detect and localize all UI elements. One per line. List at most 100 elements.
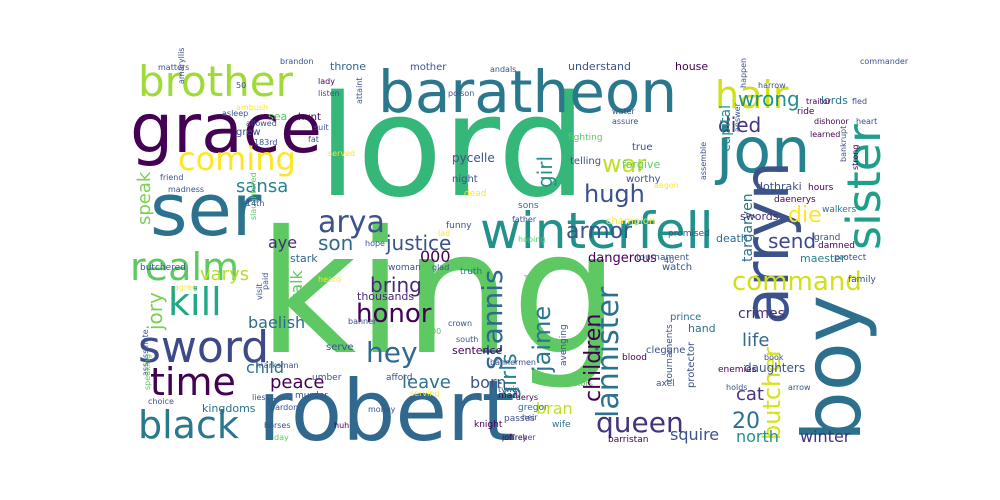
cloud-word-paid: paid (261, 273, 270, 290)
cloud-word-madness: madness (168, 185, 204, 194)
cloud-word-capital: capital (718, 105, 734, 152)
cloud-word-glad: glad (432, 263, 449, 272)
cloud-word-40: 40 (664, 256, 674, 265)
cloud-word-thousands: thousands (357, 290, 414, 303)
cloud-word-night: night (452, 174, 478, 185)
cloud-word-matters: matters (158, 63, 189, 72)
cloud-word-boy: boy (786, 295, 879, 442)
cloud-word-brother: brother (138, 57, 294, 106)
cloud-word-banner: banner (348, 317, 377, 326)
cloud-word-hope: hope (365, 239, 385, 248)
cloud-word-happen: happen (739, 58, 748, 88)
cloud-word-lad: lad (438, 229, 450, 238)
cloud-word-champion: champion (606, 216, 655, 227)
cloud-word-ser: ser (150, 168, 262, 252)
cloud-word-command: command (732, 267, 862, 297)
cloud-word-understand: understand (568, 60, 631, 73)
cloud-word-lords: lords (821, 94, 848, 107)
cloud-word-swords: swords (740, 210, 779, 223)
cloud-word-watch: watch (662, 262, 692, 273)
cloud-word-listen: listen (318, 89, 340, 98)
cloud-word-worthy: worthy (626, 174, 661, 185)
cloud-word-lord: lord (318, 66, 587, 229)
cloud-word-poison: poison (448, 89, 474, 98)
cloud-word-tournaments: tournaments (665, 324, 675, 382)
cloud-word-walkers: walkers (822, 205, 857, 215)
cloud-word-choice: choice (148, 397, 174, 406)
cloud-word-arya: arya (318, 205, 385, 240)
cloud-word-south: south (456, 335, 478, 344)
cloud-word-queen: queen (596, 406, 684, 439)
cloud-word-realm: realm (130, 245, 239, 289)
cloud-word-protector: protector (686, 341, 697, 388)
cloud-word-000: 000 (420, 247, 451, 266)
cloud-word-prince: prince (670, 312, 701, 323)
cloud-word-life: life (742, 330, 769, 351)
cloud-word-jaime: jaime (528, 306, 556, 373)
cloud-word-marksman: marksman (256, 361, 299, 370)
cloud-word-mad: mad (498, 391, 518, 401)
cloud-word-war: war (602, 150, 646, 178)
cloud-word-kill: kill (168, 280, 222, 324)
cloud-word-lannister: lannister (591, 286, 626, 418)
cloud-word-die: die (788, 203, 822, 228)
cloud-word-speaking: speaking (143, 354, 152, 390)
cloud-word-heir: heir (522, 413, 538, 422)
cloud-word-dishonor: dishonor (814, 117, 849, 126)
cloud-word-hair: hair (715, 73, 789, 117)
cloud-word-17: 17 (266, 397, 276, 406)
cloud-word-mother: mother (410, 62, 447, 73)
cloud-word-truth: truth (460, 267, 482, 277)
cloud-word-crown: crown (448, 319, 472, 328)
cloud-word-justice: justice (385, 231, 451, 255)
cloud-word-squire: squire (670, 425, 719, 444)
cloud-word-grace: grace (130, 90, 322, 169)
cloud-word-baratheon: baratheon (378, 58, 677, 126)
cloud-word-huh: huh (334, 421, 349, 430)
cloud-word-archer: archer (510, 433, 536, 442)
cloud-word-cat: cat (736, 384, 764, 405)
cloud-word-children: children (581, 314, 606, 402)
cloud-word-book: book (764, 353, 784, 362)
cloud-word-send: send (768, 229, 816, 253)
cloud-word-joffrey: joffrey (501, 433, 528, 442)
cloud-word-horses: horses (264, 421, 291, 430)
cloud-word-bankrupt: bankrupt (839, 126, 848, 162)
cloud-word-day: day (274, 433, 289, 442)
cloud-word-clegane: clegane (646, 345, 685, 356)
cloud-word-50: 50 (236, 81, 246, 90)
cloud-word-lady: lady (318, 77, 335, 86)
cloud-word-agree: agree (174, 283, 197, 292)
cloud-word-sentence: sentence (452, 344, 503, 357)
cloud-word-dead: dead (464, 189, 486, 199)
cloud-word-heard: heard (318, 275, 341, 284)
cloud-word-north: north (736, 427, 779, 446)
cloud-word-andals: andals (490, 65, 516, 74)
cloud-word-hand: hand (688, 322, 716, 335)
cloud-word-death: death (716, 232, 748, 245)
cloud-word-heart: heart (856, 117, 877, 126)
cloud-word-bannermen: bannermen (490, 358, 536, 367)
cloud-word-hours: hours (808, 183, 834, 193)
cloud-word-varys: varys (200, 264, 249, 285)
cloud-word-lies: lies (252, 393, 266, 402)
cloud-word-amaryllis: amaryllis (177, 48, 186, 84)
cloud-word-visit: visit (255, 284, 264, 300)
cloud-word-stannis: stannis (476, 269, 509, 370)
cloud-word-sons: sons (518, 201, 539, 211)
cloud-word-hey: hey (366, 336, 418, 369)
cloud-word-promised: promised (668, 229, 710, 239)
cloud-word-king: king (258, 195, 619, 393)
cloud-word-true: true (632, 142, 653, 153)
cloud-word-born: born (470, 373, 506, 392)
cloud-word-stark: stark (290, 252, 318, 265)
cloud-word-suit: suit (314, 123, 329, 132)
cloud-word-targaryen: targaryen (740, 193, 756, 262)
cloud-word-arrow: arrow (788, 383, 811, 392)
cloud-word-dothraki: dothraki (756, 180, 802, 193)
cloud-word-bring: bring (370, 273, 422, 297)
cloud-word-leave: leave (402, 372, 451, 393)
cloud-word-girl: girl (533, 156, 557, 188)
cloud-word-serve: serve (326, 342, 354, 353)
